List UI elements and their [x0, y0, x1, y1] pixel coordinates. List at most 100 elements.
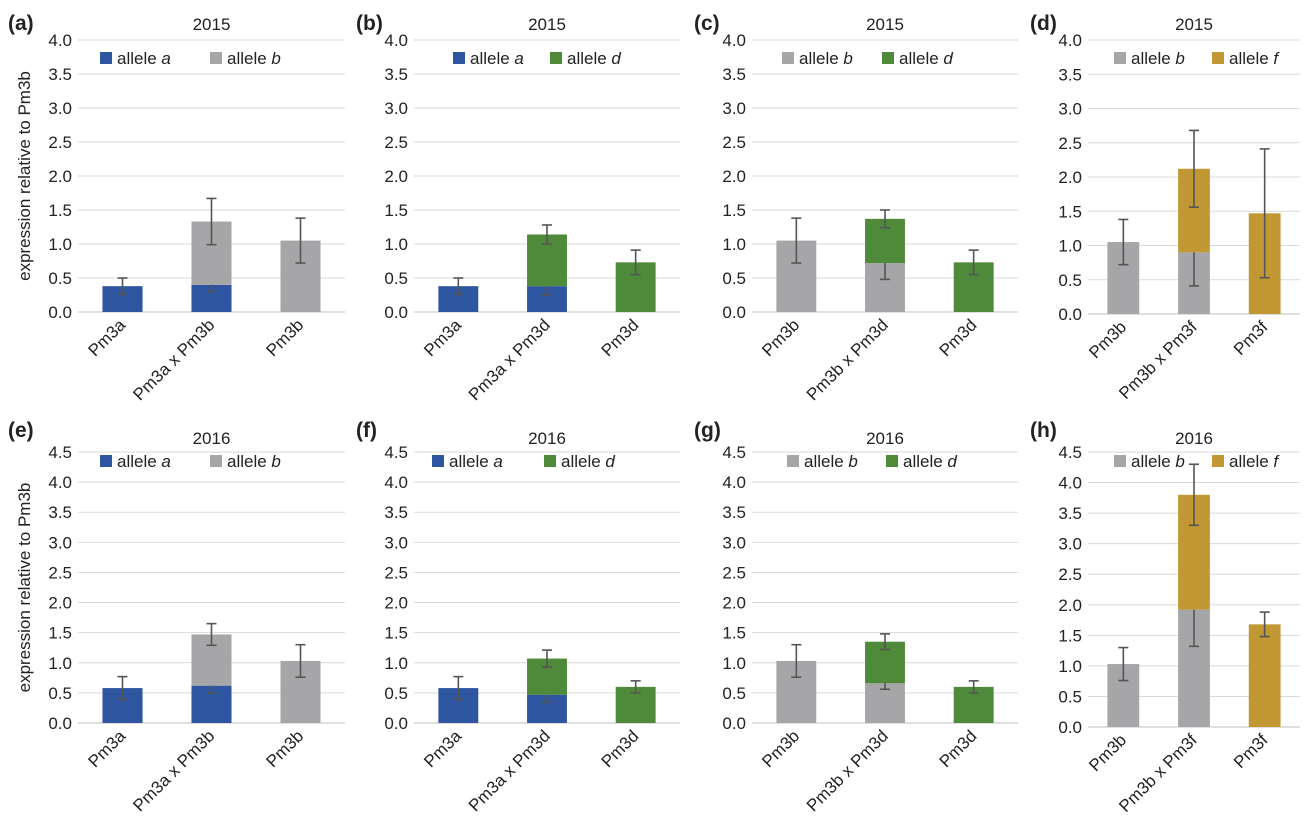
- category-label: Pm3a: [420, 315, 465, 360]
- y-tick-label: 2.5: [48, 133, 72, 152]
- y-tick-label: 0.0: [722, 303, 746, 322]
- category-label: Pm3b x Pm3d: [803, 315, 892, 404]
- category-label: Pm3f: [1230, 730, 1272, 772]
- y-tick-label: 1.0: [1058, 657, 1082, 676]
- legend-entry: allele a: [117, 49, 171, 68]
- y-tick-label: 3.0: [1058, 100, 1082, 119]
- chart-title: 2015: [528, 15, 566, 34]
- legend-allele-letter: a: [161, 49, 170, 68]
- y-tick-label: 4.0: [1058, 474, 1082, 493]
- legend-text: allele: [117, 49, 161, 68]
- y-tick-label: 1.5: [384, 624, 408, 643]
- y-tick-label: 0.0: [1058, 305, 1082, 324]
- y-tick-label: 1.0: [48, 235, 72, 254]
- category-label: Pm3d: [598, 726, 643, 771]
- legend-swatch: [1212, 52, 1224, 64]
- legend-swatch: [544, 455, 556, 467]
- y-tick-label: 3.0: [722, 533, 746, 552]
- legend-entry: allele d: [899, 49, 953, 68]
- legend-text: allele: [227, 452, 271, 471]
- chart-panel-f: 0.0 0.5 1.0 1.5 2.0 2.5 3.0 3.5 4.0 4.5 Pm3a Pm3a x…: [356, 419, 680, 815]
- legend-entry: allele b: [1131, 452, 1185, 471]
- y-tick-label: 3.5: [48, 503, 72, 522]
- legend-entry: allele b: [1131, 49, 1185, 68]
- category-label: Pm3b: [262, 726, 307, 771]
- y-tick-label: 3.5: [722, 65, 746, 84]
- y-tick-label: 4.5: [48, 443, 72, 462]
- legend-text: allele: [903, 452, 947, 471]
- chart-title: 2016: [528, 429, 566, 448]
- y-tick-label: 2.0: [48, 594, 72, 613]
- y-tick-label: 0.5: [384, 684, 408, 703]
- legend-text: allele: [1229, 49, 1273, 68]
- legend-text: allele: [117, 452, 161, 471]
- category-label: Pm3a x Pm3b: [129, 726, 218, 815]
- y-tick-label: 2.0: [384, 594, 408, 613]
- chart-panel-g: 0.0 0.5 1.0 1.5 2.0 2.5 3.0 3.5 4.0 4.5 Pm3b Pm3b x…: [694, 419, 1018, 815]
- panel-label: (b): [356, 12, 383, 35]
- legend-entry: allele f: [1229, 452, 1280, 471]
- y-axis-label: expression relative to Pm3b: [15, 71, 34, 281]
- legend-text: allele: [799, 49, 843, 68]
- y-tick-label: 0.0: [48, 303, 72, 322]
- y-tick-label: 1.0: [722, 654, 746, 673]
- legend-text: allele: [561, 452, 605, 471]
- panel-label: (d): [1030, 12, 1057, 35]
- y-tick-label: 1.0: [48, 654, 72, 673]
- y-tick-label: 0.5: [48, 269, 72, 288]
- y-tick-label: 3.5: [48, 65, 72, 84]
- legend-allele-letter: b: [1175, 49, 1184, 68]
- legend-entry: allele d: [903, 452, 957, 471]
- y-tick-label: 4.0: [722, 473, 746, 492]
- y-tick-label: 3.0: [48, 99, 72, 118]
- y-tick-label: 3.5: [384, 503, 408, 522]
- y-tick-label: 3.0: [1058, 535, 1082, 554]
- y-tick-label: 0.5: [1058, 271, 1082, 290]
- category-label: Pm3b: [758, 315, 803, 360]
- category-label: Pm3a: [84, 726, 129, 771]
- y-tick-label: 4.0: [384, 473, 408, 492]
- legend-entry: allele b: [799, 49, 853, 68]
- y-tick-label: 1.0: [1058, 237, 1082, 256]
- y-tick-label: 0.5: [1058, 687, 1082, 706]
- legend-allele-letter: f: [1273, 49, 1280, 68]
- legend-text: allele: [449, 452, 493, 471]
- y-tick-label: 1.5: [48, 624, 72, 643]
- y-tick-label: 2.0: [1058, 596, 1082, 615]
- legend-text: allele: [1131, 49, 1175, 68]
- y-tick-label: 3.5: [1058, 504, 1082, 523]
- legend-allele-letter: b: [271, 452, 280, 471]
- legend-swatch: [782, 52, 794, 64]
- legend-text: allele: [227, 49, 271, 68]
- category-label: Pm3d: [936, 726, 981, 771]
- panel-label: (a): [8, 12, 34, 35]
- legend-swatch: [1114, 455, 1126, 467]
- category-label: Pm3a: [420, 726, 465, 771]
- y-tick-label: 1.0: [384, 235, 408, 254]
- y-tick-label: 4.0: [722, 31, 746, 50]
- legend-allele-letter: b: [271, 49, 280, 68]
- legend-swatch: [432, 455, 444, 467]
- legend-allele-letter: a: [493, 452, 502, 471]
- y-tick-label: 4.5: [384, 443, 408, 462]
- y-tick-label: 1.0: [384, 654, 408, 673]
- y-tick-label: 2.0: [48, 167, 72, 186]
- legend-allele-letter: a: [161, 452, 170, 471]
- category-label: Pm3d: [936, 315, 981, 360]
- legend-allele-letter: b: [848, 452, 857, 471]
- category-label: Pm3b: [1085, 317, 1130, 362]
- legend-allele-letter: d: [605, 452, 615, 471]
- legend-swatch: [886, 455, 898, 467]
- panel-label: (f): [356, 419, 377, 442]
- chart-title: 2016: [1175, 429, 1213, 448]
- y-tick-label: 2.0: [384, 167, 408, 186]
- legend-entry: allele b: [227, 49, 281, 68]
- legend-swatch: [787, 455, 799, 467]
- legend-entry: allele a: [470, 49, 524, 68]
- y-tick-label: 2.0: [722, 167, 746, 186]
- y-tick-label: 0.0: [722, 714, 746, 733]
- chart-title: 2015: [1175, 15, 1213, 34]
- chart-title: 2015: [866, 15, 904, 34]
- y-tick-label: 1.5: [722, 624, 746, 643]
